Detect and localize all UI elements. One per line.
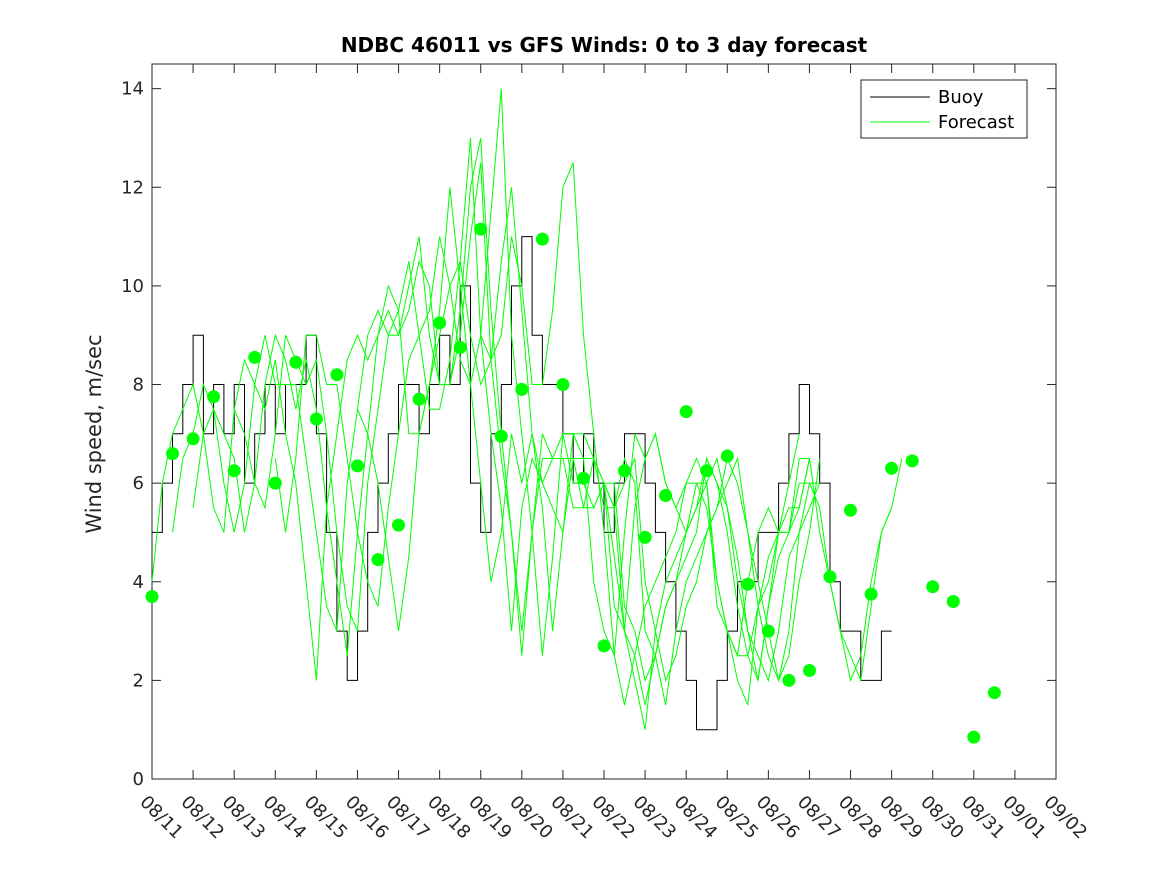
y-tick-label: 12 <box>121 177 144 198</box>
y-axis-label: Wind speed, m/sec <box>82 334 106 533</box>
x-tick-label: 09/02 <box>1039 792 1091 844</box>
series-forecast-run-6 <box>480 162 893 683</box>
x-tick-label: 08/12 <box>177 792 229 844</box>
forecast-point <box>207 390 221 404</box>
x-tick-label: 08/26 <box>752 792 804 844</box>
forecast-point <box>577 471 590 485</box>
forecast-point <box>679 405 693 419</box>
x-tick-label: 08/23 <box>629 792 681 844</box>
x-tick-label: 08/13 <box>218 792 270 844</box>
forecast-point <box>987 686 1001 700</box>
forecast-point <box>741 577 755 591</box>
forecast-point <box>782 673 796 687</box>
forecast-point <box>761 624 775 638</box>
forecast-point <box>864 587 878 601</box>
legend: Buoy Forecast <box>860 79 1028 139</box>
forecast-point <box>289 355 303 369</box>
x-tick-label: 08/14 <box>259 792 311 844</box>
forecast-point <box>474 222 488 236</box>
x-tick-label: 08/25 <box>711 792 763 844</box>
forecast-point <box>494 429 508 443</box>
forecast-point <box>453 341 467 354</box>
forecast-point <box>248 350 262 364</box>
x-tick-label: 08/17 <box>382 792 434 844</box>
forecast-point <box>659 489 673 502</box>
x-tick-label: 08/19 <box>464 792 516 844</box>
y-tick-label: 8 <box>133 375 144 396</box>
x-tick-label: 08/29 <box>875 792 927 844</box>
forecast-point <box>227 464 241 478</box>
legend-forecast-label: Forecast <box>938 112 1014 133</box>
forecast-point <box>844 503 857 517</box>
plot-frame <box>151 63 1057 780</box>
legend-box <box>860 79 1028 139</box>
series-forecast-run-3 <box>233 137 810 683</box>
forecast-point <box>597 639 611 653</box>
y-tick-label: 14 <box>121 79 144 100</box>
forecast-point <box>186 432 200 446</box>
forecast-point <box>885 461 899 475</box>
series-forecast-run-0 <box>151 187 800 706</box>
forecast-point <box>268 476 282 490</box>
x-tick-label: 08/24 <box>670 792 722 844</box>
forecast-point <box>145 590 159 604</box>
x-tick-label: 08/31 <box>957 792 1009 844</box>
forecast-point <box>371 553 385 567</box>
forecast-point <box>803 664 816 677</box>
forecast-point <box>700 464 714 478</box>
x-tick-label: 08/22 <box>587 792 639 844</box>
forecast-point <box>392 518 405 532</box>
x-tick-label: 08/18 <box>423 792 475 844</box>
y-tick-label: 4 <box>133 572 144 593</box>
x-tick-label: 08/15 <box>300 792 352 844</box>
plot-area <box>145 63 1057 780</box>
y-tick-label: 6 <box>133 473 144 494</box>
series-forecast-run-2 <box>192 162 821 706</box>
forecast-point <box>967 730 981 744</box>
series-forecast-run-4 <box>274 88 820 706</box>
forecast-point <box>638 530 652 544</box>
forecast-point <box>823 570 837 584</box>
forecast-point <box>515 382 529 396</box>
forecast-point <box>535 232 549 246</box>
x-tick-label: 08/20 <box>505 792 557 844</box>
forecast-point <box>926 580 940 594</box>
forecast-point <box>412 392 426 406</box>
series-buoy <box>152 236 892 731</box>
forecast-point <box>351 459 364 473</box>
y-tick-label: 10 <box>121 276 144 297</box>
x-tick-label: 08/30 <box>916 792 968 844</box>
forecast-point <box>946 595 960 608</box>
x-tick-label: 08/16 <box>341 792 393 844</box>
x-tick-label: 08/28 <box>834 792 886 844</box>
forecast-point <box>433 316 447 330</box>
y-tick-label: 2 <box>133 670 144 691</box>
x-tick-label: 09/01 <box>998 792 1050 844</box>
x-tick-label: 08/21 <box>546 792 598 844</box>
chart-title: NDBC 46011 vs GFS Winds: 0 to 3 day fore… <box>341 33 868 57</box>
y-tick-label: 0 <box>133 769 144 790</box>
series-forecast-run-5 <box>357 187 821 683</box>
forecast-point <box>556 378 570 391</box>
forecast-point <box>309 412 323 426</box>
x-tick-label: 08/11 <box>135 792 187 844</box>
forecast-point <box>905 454 919 468</box>
forecast-point <box>330 368 344 382</box>
legend-buoy-label: Buoy <box>938 87 984 108</box>
forecast-point <box>720 449 734 463</box>
x-tick-label: 08/27 <box>793 792 845 844</box>
series-forecast-run-7 <box>603 432 903 706</box>
y-axis-ticks: 0 2 4 6 8 10 12 14 <box>121 79 1056 790</box>
forecast-point <box>618 464 631 478</box>
forecast-point <box>166 447 179 461</box>
